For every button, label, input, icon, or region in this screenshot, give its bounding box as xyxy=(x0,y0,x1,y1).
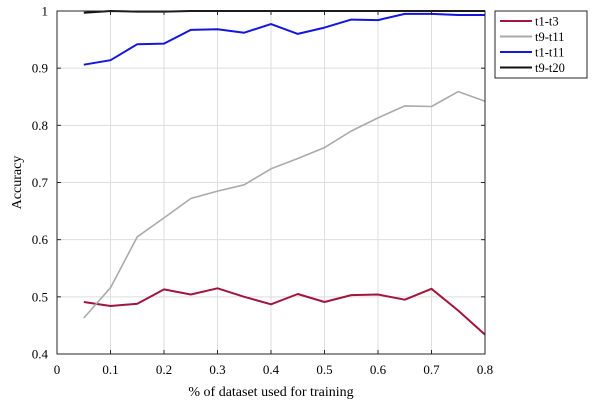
y-tick-label: 0.6 xyxy=(32,232,49,247)
x-tick-label: 0.8 xyxy=(477,362,493,377)
series-line-t1-t11 xyxy=(83,12,485,66)
axis-ticks: 0 0.1 0.2 0.3 0.4 0.5 0.6 0.7 0.8 0.4 0.5 0.6 0.7 0.8… xyxy=(32,4,493,378)
x-tick-label: 0.2 xyxy=(156,362,172,377)
x-tick-label: 0.7 xyxy=(423,362,440,377)
legend-label: t9-t20 xyxy=(535,61,565,75)
series-line-t9-t11 xyxy=(83,90,486,319)
y-tick-label: 0.4 xyxy=(32,347,49,362)
legend-label: t1-t11 xyxy=(535,46,564,60)
x-tick-label: 0.6 xyxy=(370,362,387,377)
x-tick-label: 0.5 xyxy=(316,362,332,377)
y-tick-label: 0.5 xyxy=(32,289,48,304)
legend-label: t1-t3 xyxy=(535,15,559,29)
x-tick-label: 0.3 xyxy=(209,362,225,377)
grid xyxy=(56,10,486,355)
series-lines xyxy=(83,10,486,336)
x-tick-label: 0.4 xyxy=(263,362,280,377)
y-tick-label: 0.9 xyxy=(32,61,48,76)
y-tick-label: 1 xyxy=(42,4,49,19)
y-axis-title: Accuracy xyxy=(10,156,25,210)
x-tick-label: 0.1 xyxy=(102,362,118,377)
y-tick-label: 0.8 xyxy=(32,118,48,133)
x-axis-title: % of dataset used for training xyxy=(188,385,353,400)
x-tick-label: 0 xyxy=(54,362,61,377)
series-line-t1-t3 xyxy=(83,287,486,336)
y-tick-label: 0.7 xyxy=(32,175,49,190)
legend-label: t9-t11 xyxy=(535,30,564,44)
